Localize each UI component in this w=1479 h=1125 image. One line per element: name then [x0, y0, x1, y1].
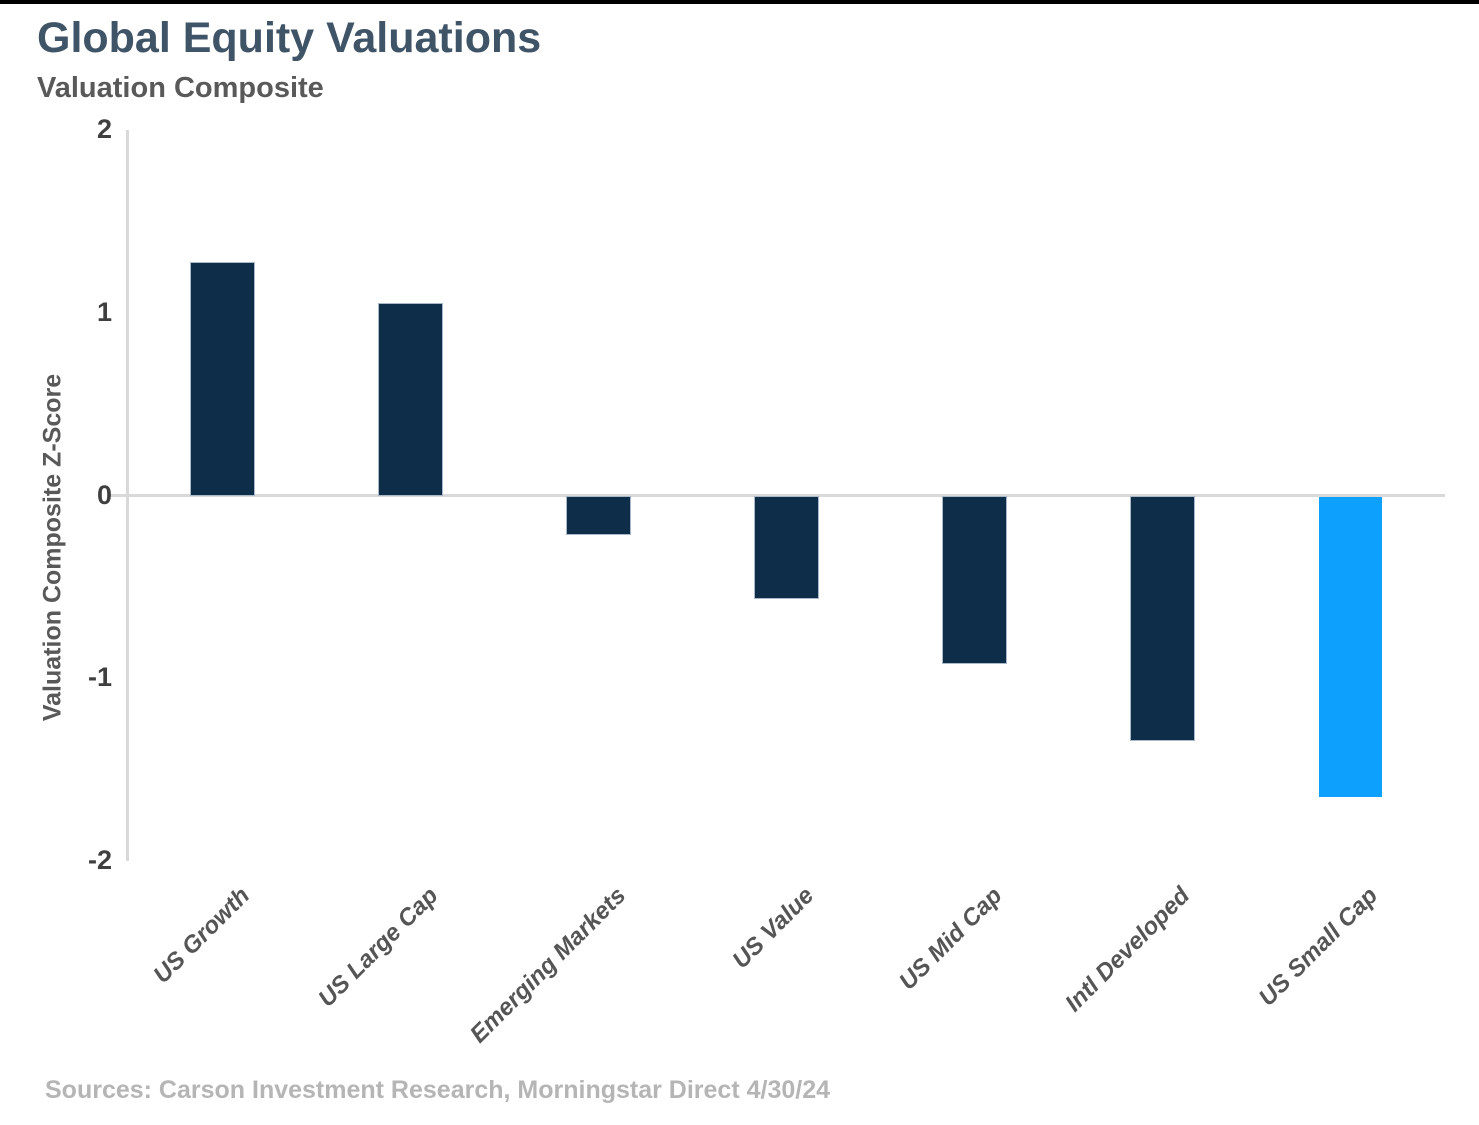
x-label-emerging-markets: Emerging Markets [464, 882, 632, 1049]
bar-us-growth [190, 263, 254, 496]
bar-emerging-markets [566, 497, 630, 534]
x-label-us-growth: US Growth [148, 882, 256, 989]
y-tick-label--2: -2 [87, 845, 112, 875]
bar-us-mid-cap [942, 497, 1006, 664]
y-tick-label-2: 2 [96, 114, 112, 144]
bar-intl-developed [1130, 497, 1194, 741]
top-border-rule [0, 0, 1479, 4]
bar-us-value [754, 497, 818, 598]
x-label-us-large-cap: US Large Cap [312, 882, 444, 1013]
x-label-us-value: US Value [727, 882, 820, 975]
y-tick-label-0: 0 [96, 479, 112, 510]
x-label-us-small-cap: US Small Cap [1253, 882, 1384, 1012]
bar-us-large-cap [378, 303, 442, 496]
chart-title: Global Equity Valuations [37, 14, 542, 62]
y-tick-label-1: 1 [96, 296, 112, 327]
sources-note: Sources: Carson Investment Research, Mor… [45, 1076, 831, 1104]
y-axis-title: Valuation Composite Z-Score [38, 373, 67, 722]
x-label-intl-developed: Intl Developed [1060, 882, 1196, 1018]
chart-subtitle: Valuation Composite [37, 72, 324, 104]
x-label-us-mid-cap: US Mid Cap [893, 882, 1008, 996]
y-tick-label--1: -1 [87, 662, 112, 693]
bar-us-small-cap [1318, 497, 1382, 797]
zero-baseline [110, 494, 1445, 497]
